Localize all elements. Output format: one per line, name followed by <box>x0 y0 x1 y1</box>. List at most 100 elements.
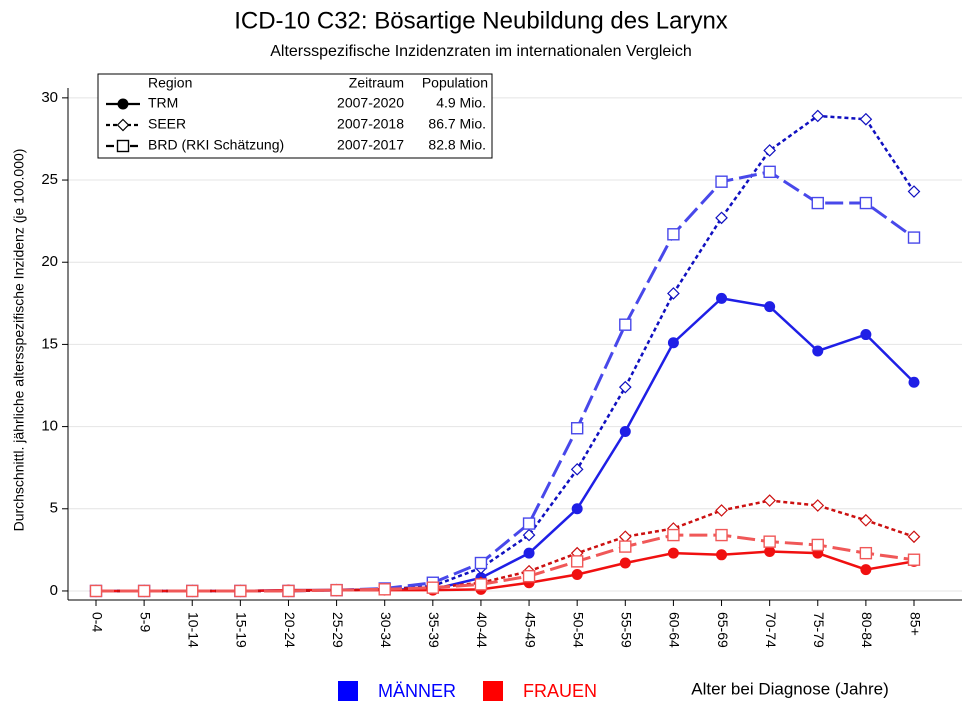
marker <box>522 517 536 530</box>
x-tick-label: 10-14 <box>186 612 202 648</box>
y-tick-label: 0 <box>50 582 58 599</box>
marker <box>619 318 632 331</box>
chart-subtitle: Altersspezifische Inzidenzraten im inter… <box>270 43 692 60</box>
marker <box>619 426 631 438</box>
marker <box>715 528 728 542</box>
marker <box>860 329 872 341</box>
marker <box>474 556 488 570</box>
marker <box>667 547 679 559</box>
marker <box>716 549 728 561</box>
legend-population: 86.7 Mio. <box>428 116 486 132</box>
group-swatch <box>338 681 358 701</box>
legend-period: 2007-2018 <box>337 116 404 132</box>
marker <box>186 584 199 598</box>
x-tick-label: 50-54 <box>570 612 586 648</box>
marker <box>763 165 776 179</box>
marker <box>523 547 535 559</box>
group-swatch <box>483 681 503 701</box>
y-tick-label: 25 <box>41 171 58 188</box>
marker <box>907 185 921 198</box>
marker <box>570 462 584 476</box>
marker <box>426 581 440 594</box>
marker <box>763 494 776 507</box>
legend-period: 2007-2017 <box>337 137 404 153</box>
marker <box>859 546 873 560</box>
marker <box>571 503 583 515</box>
x-tick-label: 5-9 <box>137 612 153 632</box>
legend-header: Region <box>148 75 192 91</box>
x-tick-label: 75-79 <box>811 612 827 648</box>
marker <box>812 345 824 357</box>
marker <box>282 584 295 598</box>
legend-population: 4.9 Mio. <box>436 95 486 111</box>
series-line <box>96 170 915 593</box>
marker <box>619 540 632 553</box>
x-tick-label: 45-49 <box>522 612 538 648</box>
marker <box>811 196 824 210</box>
marker <box>715 175 728 188</box>
series-line <box>96 533 915 593</box>
marker <box>234 584 247 598</box>
marker <box>859 196 873 210</box>
marker <box>907 530 921 544</box>
marker <box>618 380 632 394</box>
marker <box>522 528 536 542</box>
legend-label: BRD (RKI Schätzung) <box>148 137 284 153</box>
y-tick-label: 20 <box>41 253 58 270</box>
x-tick-label: 80-84 <box>859 612 875 648</box>
legend-header: Population <box>422 75 488 91</box>
marker <box>619 557 631 569</box>
marker <box>763 144 776 157</box>
legend-label: SEER <box>148 116 186 132</box>
series-line <box>96 499 915 593</box>
legend: Region Zeitraum Population TRM 2007-2020 4.9 … <box>97 73 493 159</box>
y-tick-label: 15 <box>41 335 58 352</box>
marker <box>907 553 921 566</box>
x-tick-label: 70-74 <box>763 612 779 648</box>
group-label: MÄNNER <box>378 681 456 701</box>
marker <box>811 499 825 512</box>
marker <box>860 564 872 576</box>
marker <box>859 513 873 527</box>
marker <box>715 504 728 517</box>
marker <box>763 535 776 548</box>
x-tick-label: 0-4 <box>89 612 105 632</box>
y-tick-label: 10 <box>41 418 58 435</box>
x-tick-label: 25-29 <box>330 612 346 648</box>
marker <box>907 231 921 244</box>
y-tick-label: 5 <box>50 500 58 517</box>
series-line <box>96 550 915 593</box>
marker <box>908 376 920 388</box>
legend-label: TRM <box>148 95 178 111</box>
marker <box>378 583 391 596</box>
x-tick-label: 30-34 <box>378 612 394 648</box>
x-tick-label: 40-44 <box>474 612 490 648</box>
x-tick-label: 20-24 <box>282 612 298 648</box>
series-line <box>96 297 915 593</box>
x-tick-label: 35-39 <box>426 612 442 648</box>
y-axis-label: Durchschnittl. jährliche altersspezifisc… <box>11 149 27 532</box>
marker <box>330 583 343 597</box>
marker <box>811 109 825 123</box>
x-tick-label: 85+ <box>907 612 923 636</box>
x-tick-label: 15-19 <box>234 612 250 648</box>
marker <box>764 301 776 313</box>
legend-box <box>97 73 493 159</box>
marker <box>859 112 873 126</box>
marker <box>522 569 536 583</box>
marker <box>570 555 584 568</box>
marker <box>667 287 680 300</box>
legend-header: Zeitraum <box>349 75 404 91</box>
marker <box>571 569 583 581</box>
chart-title: ICD-10 C32: Bösartige Neubildung des Lar… <box>234 7 728 34</box>
marker <box>116 139 130 153</box>
marker <box>89 584 103 598</box>
x-axis-label: Alter bei Diagnose (Jahre) <box>691 679 888 698</box>
y-tick-label: 30 <box>41 89 58 106</box>
x-tick-label: 60-64 <box>667 612 683 648</box>
marker <box>811 538 824 552</box>
marker <box>116 118 130 132</box>
marker <box>667 528 680 542</box>
